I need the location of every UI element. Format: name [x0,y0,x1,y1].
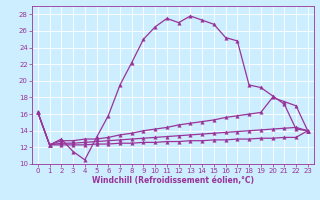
X-axis label: Windchill (Refroidissement éolien,°C): Windchill (Refroidissement éolien,°C) [92,176,254,185]
